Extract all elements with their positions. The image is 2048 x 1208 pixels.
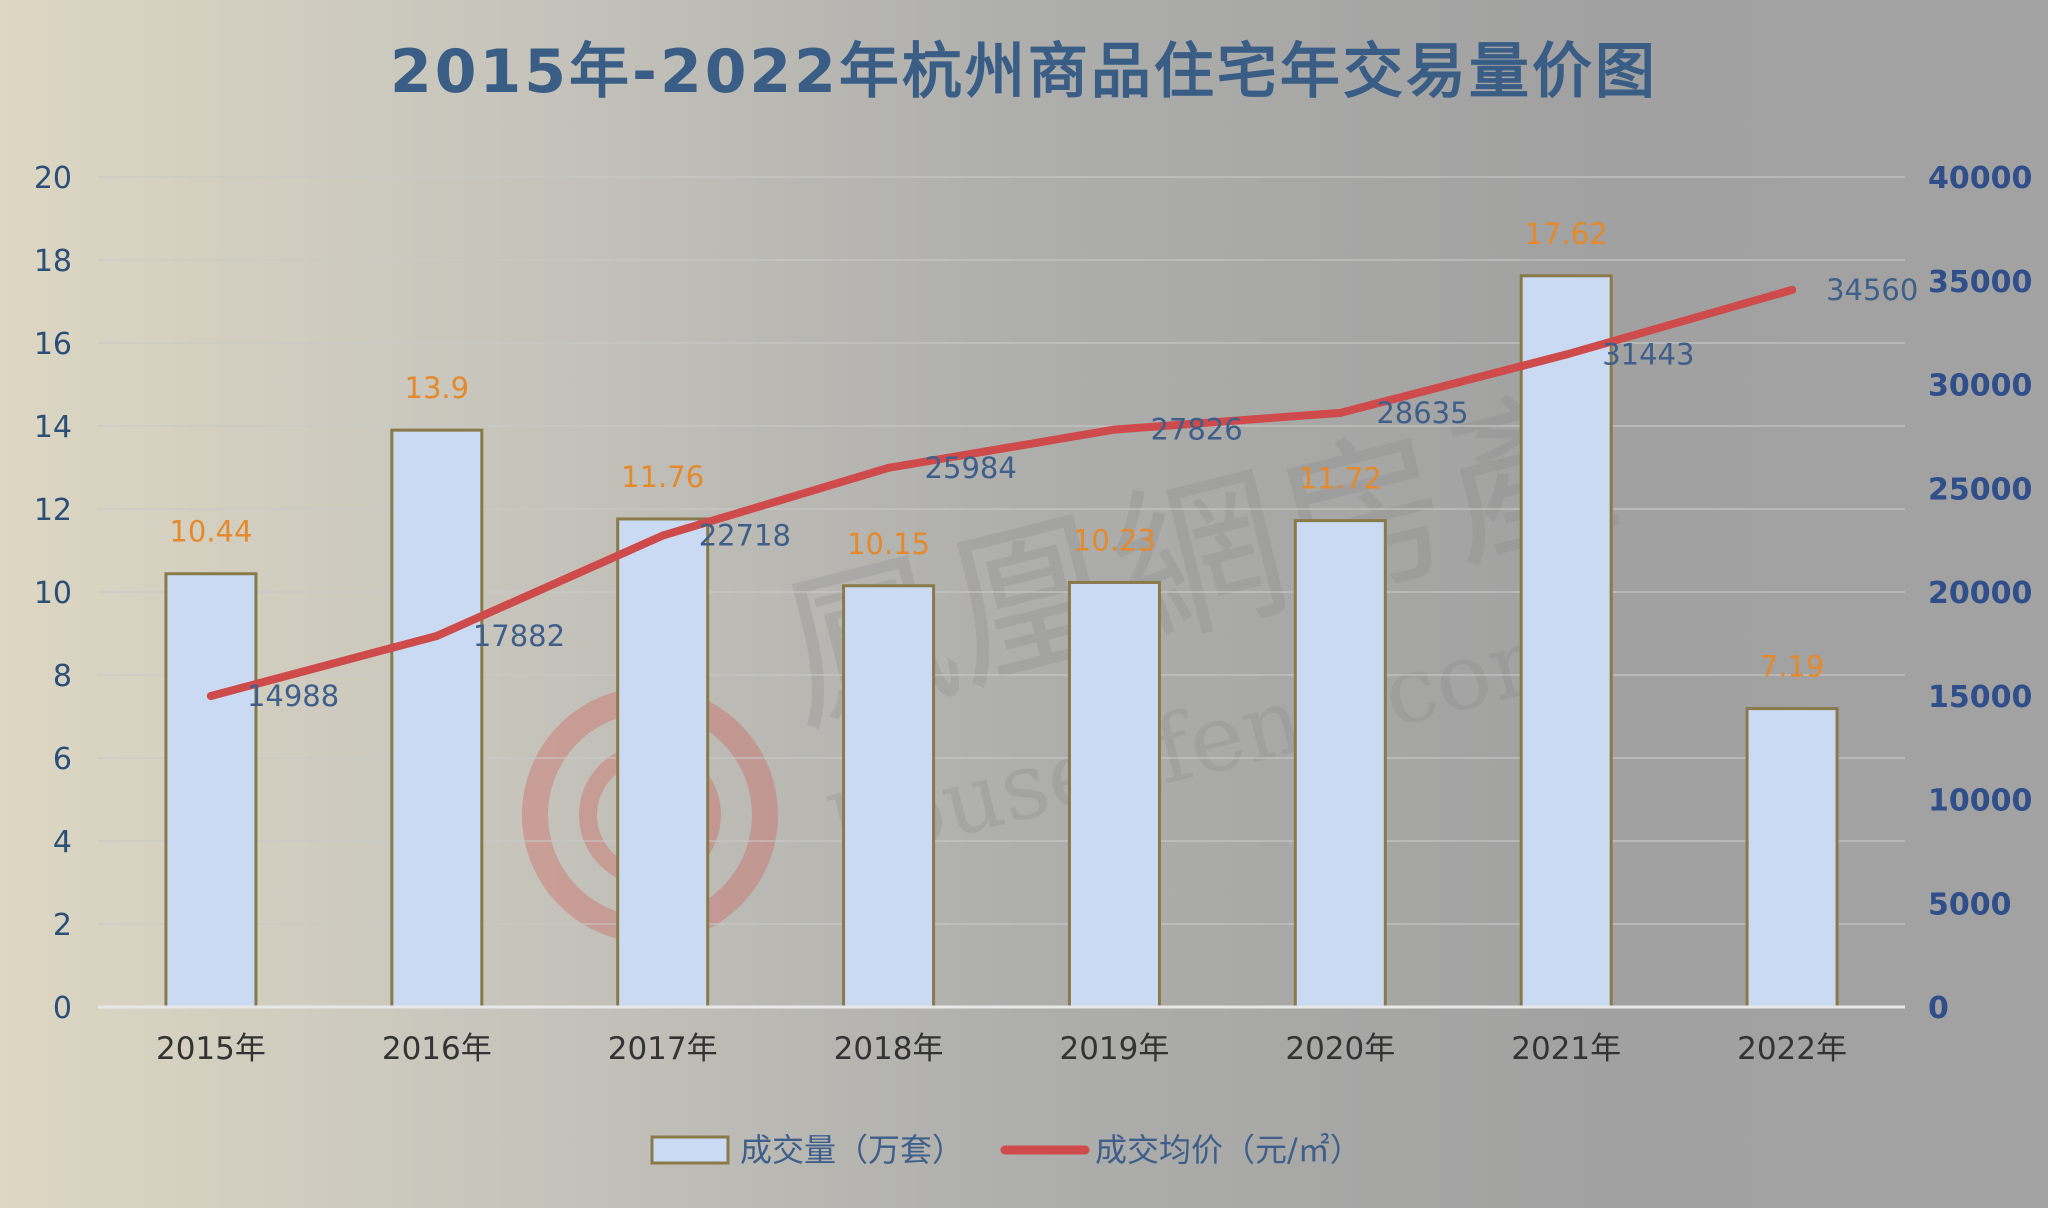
bar bbox=[1745, 707, 1839, 1009]
bar-data-label: 11.76 bbox=[621, 460, 704, 494]
y-left-tick-label: 12 bbox=[34, 493, 72, 528]
line-data-label: 14988 bbox=[247, 679, 339, 713]
x-tick-label: 2019年 bbox=[1059, 1031, 1169, 1067]
line-point bbox=[432, 631, 441, 640]
y-axis-right: 0 5000 10000 15000 20000 25000 30000 35000 40000 bbox=[1928, 161, 2032, 1026]
line-point bbox=[884, 463, 893, 472]
line-data-label: 28635 bbox=[1376, 396, 1468, 430]
y-left-tick-label: 4 bbox=[53, 825, 72, 860]
bar-data-label: 17.62 bbox=[1525, 217, 1608, 251]
bar-data-label: 7.19 bbox=[1760, 650, 1825, 684]
bar-data-label: 10.23 bbox=[1073, 523, 1156, 557]
line-point bbox=[658, 531, 667, 540]
x-axis: 2015年 2016年 2017年 2018年 2019年 2020年 2021年 2022年 bbox=[98, 1005, 1905, 1067]
bar-data-label: 10.44 bbox=[169, 515, 252, 549]
y-left-tick-label: 8 bbox=[53, 659, 72, 694]
y-left-tick-label: 0 bbox=[53, 991, 72, 1026]
y-right-tick-label: 10000 bbox=[1928, 784, 2032, 819]
y-right-tick-label: 25000 bbox=[1928, 472, 2032, 507]
x-tick-label: 2020年 bbox=[1285, 1031, 1395, 1067]
bar-data-labels: 10.44 13.9 11.76 10.15 10.23 11.72 17.62 7.19 bbox=[169, 217, 1824, 684]
bar-data-label: 10.15 bbox=[847, 527, 930, 561]
y-right-tick-label: 40000 bbox=[1928, 161, 2032, 196]
y-left-tick-label: 16 bbox=[34, 327, 72, 362]
line-data-label: 22718 bbox=[699, 519, 791, 553]
price-line bbox=[206, 285, 1797, 700]
x-tick-label: 2018年 bbox=[834, 1031, 944, 1067]
line-data-label: 31443 bbox=[1602, 338, 1694, 372]
y-left-tick-label: 14 bbox=[34, 410, 72, 445]
line-point bbox=[1110, 425, 1119, 434]
y-left-tick-label: 10 bbox=[34, 576, 72, 611]
line-series bbox=[206, 285, 1797, 700]
x-tick-label: 2016年 bbox=[382, 1031, 492, 1067]
legend: 成交量（万套） 成交均价（元/㎡） bbox=[650, 1131, 1362, 1169]
bar-data-label: 11.72 bbox=[1299, 462, 1382, 496]
bar bbox=[1067, 580, 1161, 1009]
x-tick-label: 2017年 bbox=[608, 1031, 718, 1067]
x-tick-label: 2022年 bbox=[1737, 1031, 1847, 1067]
bar bbox=[842, 584, 936, 1009]
line-data-label: 17882 bbox=[473, 619, 565, 653]
y-right-tick-label: 0 bbox=[1928, 991, 1949, 1026]
y-left-tick-label: 2 bbox=[53, 908, 72, 943]
bar-data-label: 13.9 bbox=[405, 371, 470, 405]
chart-title: 2015年-2022年杭州商品住宅年交易量价图 bbox=[390, 37, 1658, 107]
bar bbox=[616, 517, 710, 1009]
line-point bbox=[206, 691, 215, 700]
legend-bar-label: 成交量（万套） bbox=[740, 1131, 964, 1169]
bar bbox=[1293, 519, 1387, 1009]
y-right-tick-label: 5000 bbox=[1928, 887, 2012, 922]
line-data-label: 25984 bbox=[925, 451, 1017, 485]
y-right-tick-label: 30000 bbox=[1928, 369, 2032, 404]
line-data-label: 27826 bbox=[1150, 413, 1242, 447]
y-left-tick-label: 6 bbox=[53, 742, 72, 777]
line-point bbox=[1336, 408, 1345, 417]
y-left-tick-label: 18 bbox=[34, 244, 72, 279]
x-tick-label: 2021年 bbox=[1511, 1031, 1621, 1067]
y-left-tick-label: 20 bbox=[34, 161, 72, 196]
y-right-tick-label: 15000 bbox=[1928, 680, 2032, 715]
line-data-label: 34560 bbox=[1826, 273, 1918, 307]
line-point bbox=[1562, 350, 1571, 359]
bar bbox=[390, 428, 484, 1009]
line-data-labels: 14988 17882 22718 25984 27826 28635 31443 34560 bbox=[247, 273, 1918, 713]
y-right-tick-label: 35000 bbox=[1928, 265, 2032, 300]
y-axis-left: 0 2 4 6 8 10 12 14 16 18 20 bbox=[34, 161, 72, 1026]
bar bbox=[164, 572, 258, 1009]
line-point bbox=[1788, 285, 1797, 294]
y-right-tick-label: 20000 bbox=[1928, 576, 2032, 611]
bar bbox=[1519, 274, 1613, 1009]
legend-bar-swatch bbox=[650, 1135, 730, 1165]
x-tick-label: 2015年 bbox=[156, 1031, 266, 1067]
legend-line-label: 成交均价（元/㎡） bbox=[1095, 1131, 1362, 1169]
